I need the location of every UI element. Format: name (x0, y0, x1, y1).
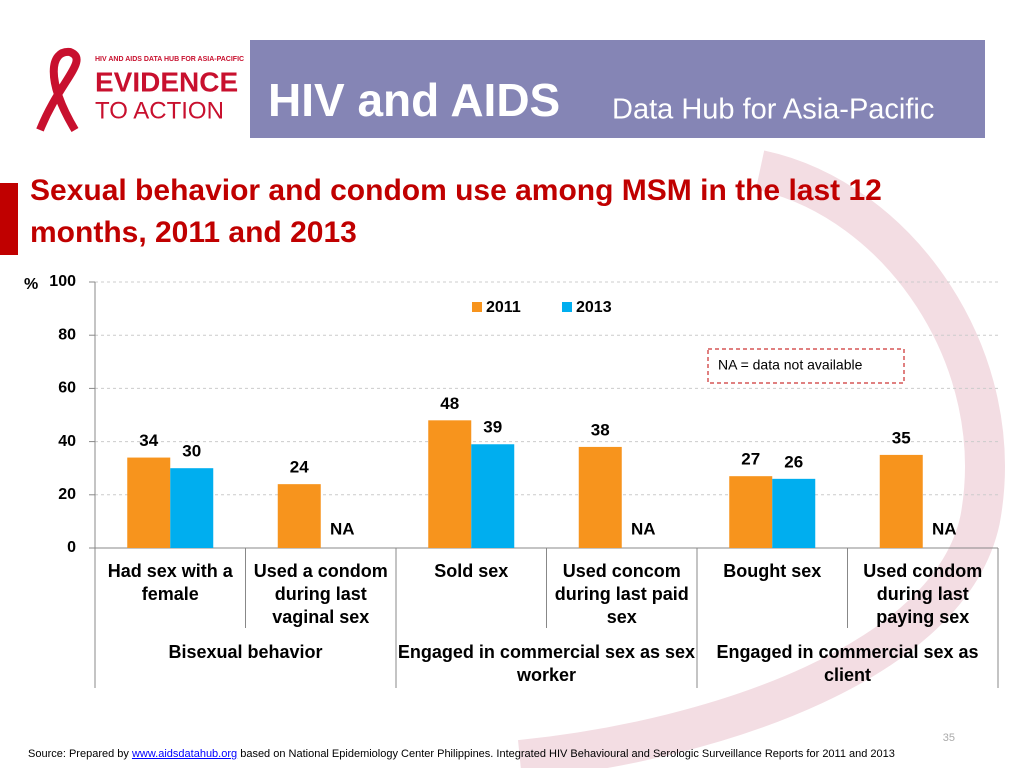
title-bar (0, 183, 18, 255)
x-tick-label: Had sex with a female (107, 561, 233, 604)
value-label: 27 (741, 450, 760, 469)
legend-swatch (472, 302, 482, 312)
y-tick-label: 40 (58, 433, 76, 450)
value-label: 34 (139, 431, 158, 450)
group-label: Engaged in commercial sex as client (716, 642, 979, 685)
bar (578, 446, 622, 548)
y-tick-label: 60 (58, 380, 76, 397)
bar (127, 457, 171, 548)
source-prefix: Source: Prepared by (28, 748, 129, 760)
bar (772, 478, 816, 548)
value-label: 48 (440, 394, 459, 413)
annotation-box (707, 348, 905, 384)
value-label: NA (631, 519, 656, 538)
y-tick-label: 20 (58, 486, 76, 503)
value-label: NA (932, 519, 957, 538)
x-tick-label: Sold sex (434, 561, 509, 581)
value-label: 26 (784, 452, 803, 471)
source-suffix: based on National Epidemiology Center Ph… (240, 748, 895, 760)
source-link[interactable]: www.aidsdatahub.org (131, 748, 238, 760)
bar (879, 454, 923, 548)
value-label: 35 (892, 428, 911, 447)
y-tick-label: 100 (49, 273, 76, 290)
y-tick-label: 80 (58, 326, 76, 343)
source: Source: Prepared by www.aidsdatahub.org … (28, 748, 895, 760)
page-number: 35 (943, 732, 955, 744)
banner-subtitle: Data Hub for Asia-Pacific (612, 94, 934, 126)
bar (428, 420, 472, 548)
bar (729, 476, 773, 548)
banner-title: HIV and AIDS (268, 74, 560, 126)
value-label: 39 (483, 418, 502, 437)
y-tick-label: 0 (67, 539, 76, 556)
y-axis-label: % (24, 276, 38, 293)
legend-swatch (562, 302, 572, 312)
group-label: Bisexual behavior (168, 642, 323, 662)
value-label: NA (330, 519, 355, 538)
x-tick-label: Used a condom during last vaginal sex (253, 561, 388, 627)
value-label: 30 (182, 442, 201, 461)
bar (471, 444, 515, 548)
value-label: 24 (290, 458, 309, 477)
bar (277, 484, 321, 548)
logo-line1: EVIDENCE (95, 66, 238, 97)
chart-title: Sexual behavior and condom use among MSM… (30, 174, 882, 249)
group-label: Engaged in commercial sex as sex worker (397, 642, 696, 685)
legend-label: 2013 (576, 299, 612, 316)
legend-label: 2011 (486, 299, 521, 316)
x-tick-label: Used concom during last paid sex (554, 561, 689, 627)
ribbon-decoration (518, 150, 1005, 768)
x-tick-label: Bought sex (723, 561, 822, 581)
logo-small: HIV AND AIDS DATA HUB FOR ASIA-PACIFIC (95, 56, 244, 63)
annotation: NA = data not available (718, 357, 863, 373)
value-label: 38 (591, 420, 610, 439)
logo-line2: TO ACTION (95, 97, 224, 124)
x-tick-label: Used condom during last paying sex (863, 561, 983, 627)
bar (170, 468, 214, 548)
logo-ribbon (36, 47, 81, 133)
